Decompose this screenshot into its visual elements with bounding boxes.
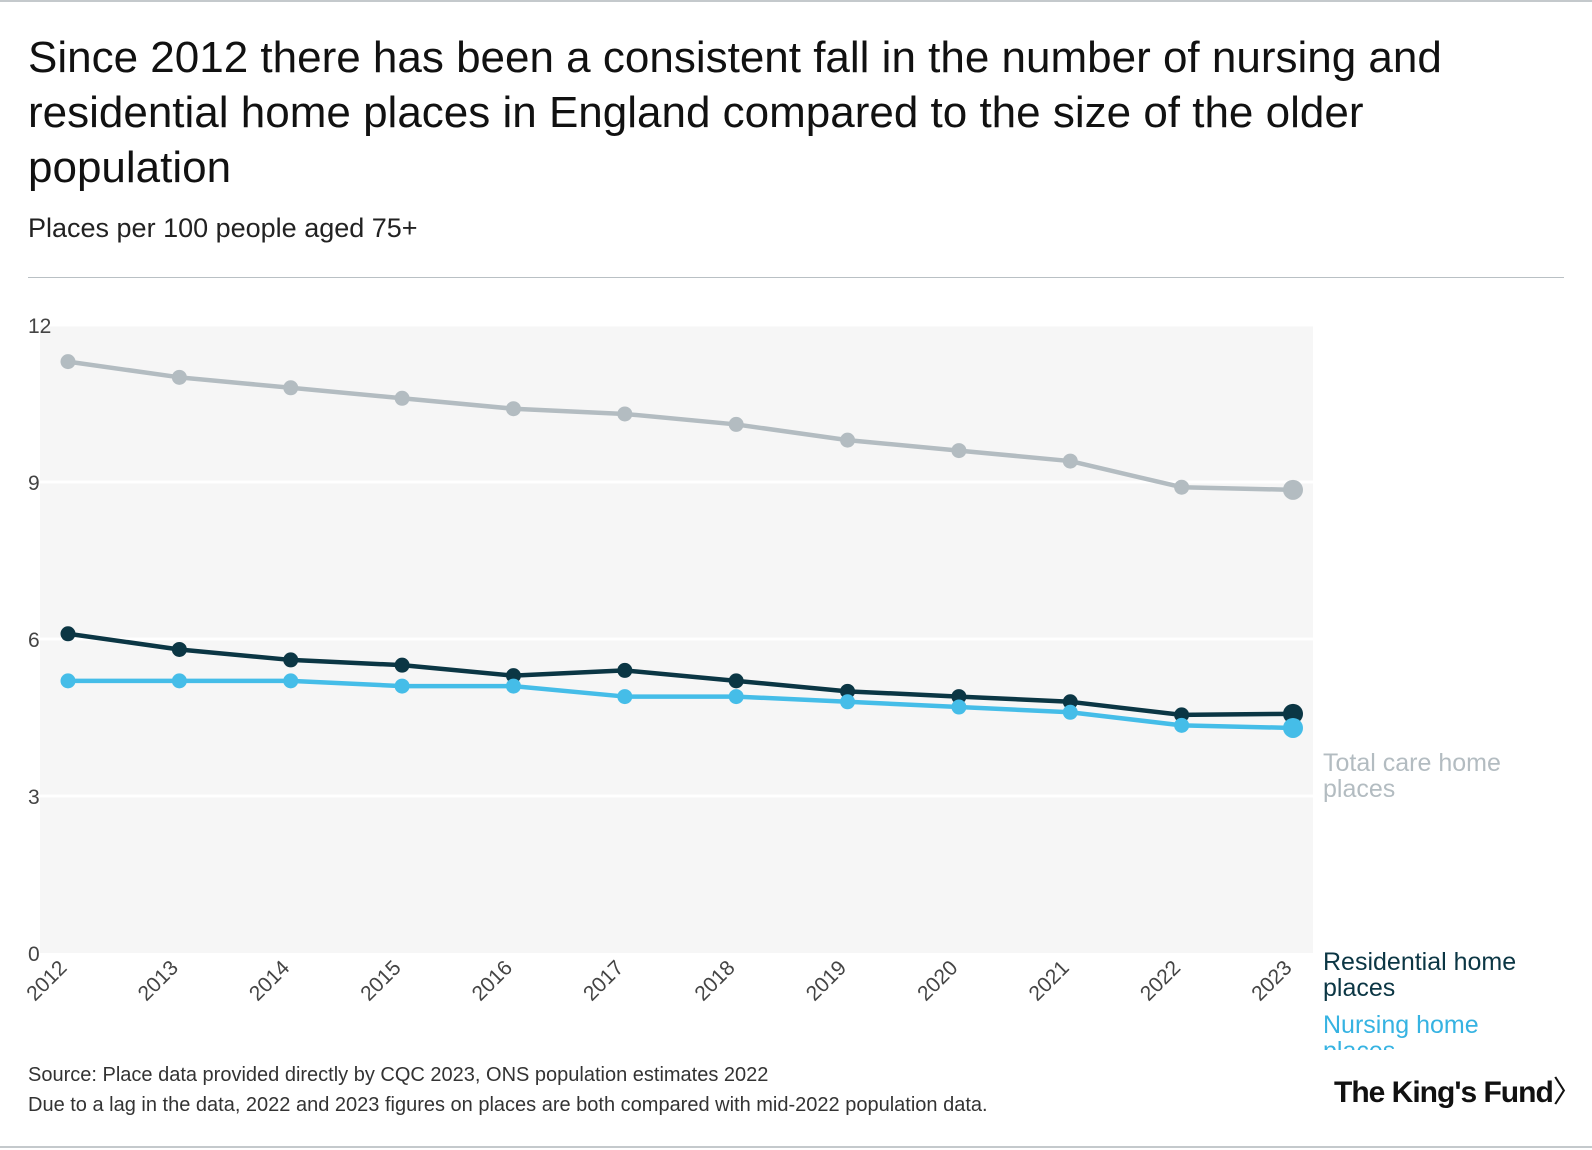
data-point: [171, 641, 187, 657]
data-point: [951, 443, 967, 459]
data-point: [1174, 479, 1190, 495]
data-point: [728, 673, 744, 689]
series-label: Residential home: [1323, 948, 1516, 976]
data-point: [505, 668, 521, 684]
data-point: [1062, 453, 1078, 469]
x-tick-label: 2018: [690, 956, 739, 1005]
data-point: [283, 652, 299, 668]
data-point: [505, 401, 521, 417]
data-point: [394, 678, 410, 694]
y-tick-label: 3: [28, 786, 40, 809]
y-tick-label: 6: [28, 629, 40, 652]
series-line-0: [67, 359, 1294, 493]
data-point: [283, 380, 299, 396]
series-label: places: [1323, 974, 1395, 1002]
data-point: [171, 673, 187, 689]
data-point: [1174, 707, 1190, 723]
data-point: [60, 354, 76, 370]
data-point: [617, 662, 633, 678]
series-label: places: [1323, 1037, 1395, 1050]
data-point: [617, 689, 633, 705]
chart-subtitle: Places per 100 people aged 75+: [28, 213, 418, 243]
data-point: [617, 406, 633, 422]
data-point: [1283, 479, 1303, 500]
logo-text: The King's Fund: [1334, 1076, 1554, 1109]
series-label: Nursing home: [1323, 1011, 1479, 1039]
data-point: [60, 626, 76, 642]
source-line-1: Source: Place data provided directly by …: [28, 1064, 769, 1086]
data-point: [505, 678, 521, 694]
x-tick-label: 2023: [1247, 956, 1296, 1005]
data-point: [728, 689, 744, 705]
data-point: [840, 683, 856, 699]
data-point: [394, 390, 410, 406]
data-point: [171, 369, 187, 385]
x-tick-label: 2022: [1136, 956, 1185, 1005]
data-point: [1283, 703, 1303, 724]
source-line-2: Due to a lag in the data, 2022 and 2023 …: [28, 1094, 988, 1116]
header-divider: [28, 277, 1564, 278]
data-point: [840, 694, 856, 710]
data-point: [951, 699, 967, 715]
y-tick-label: 0: [28, 943, 40, 966]
data-point: [1062, 694, 1078, 710]
x-tick-label: 2021: [1025, 956, 1074, 1005]
series-label: Total care home: [1323, 749, 1501, 777]
data-point: [60, 673, 76, 689]
x-tick-label: 2020: [913, 956, 962, 1005]
y-tick-label: 12: [28, 315, 51, 338]
x-tick-label: 2019: [802, 956, 851, 1005]
top-rule: [0, 0, 1592, 2]
source-note: Source: Place data provided directly by …: [28, 1060, 988, 1120]
data-point: [1062, 704, 1078, 720]
data-point: [728, 416, 744, 432]
series-line-1: [67, 631, 1294, 718]
data-point: [840, 432, 856, 448]
series-label: places: [1323, 775, 1395, 803]
x-tick-label: 2015: [356, 956, 405, 1005]
x-tick-label: 2013: [134, 956, 183, 1005]
bottom-rule: [0, 1146, 1592, 1148]
x-tick-label: 2014: [245, 956, 295, 1006]
chevron-right-icon: 〉: [1552, 1076, 1583, 1109]
data-point: [394, 657, 410, 673]
data-point: [283, 673, 299, 689]
x-tick-label: 2017: [579, 956, 628, 1005]
x-tick-label: 2016: [468, 956, 517, 1005]
data-point: [951, 689, 967, 705]
kings-fund-logo[interactable]: The King's Fund〉: [1334, 1067, 1583, 1111]
chart-title: Since 2012 there has been a consistent f…: [28, 33, 1442, 192]
data-point: [1174, 717, 1190, 733]
series-line-2: [68, 678, 1294, 731]
data-point: [1283, 717, 1303, 738]
y-tick-label: 9: [28, 472, 40, 495]
